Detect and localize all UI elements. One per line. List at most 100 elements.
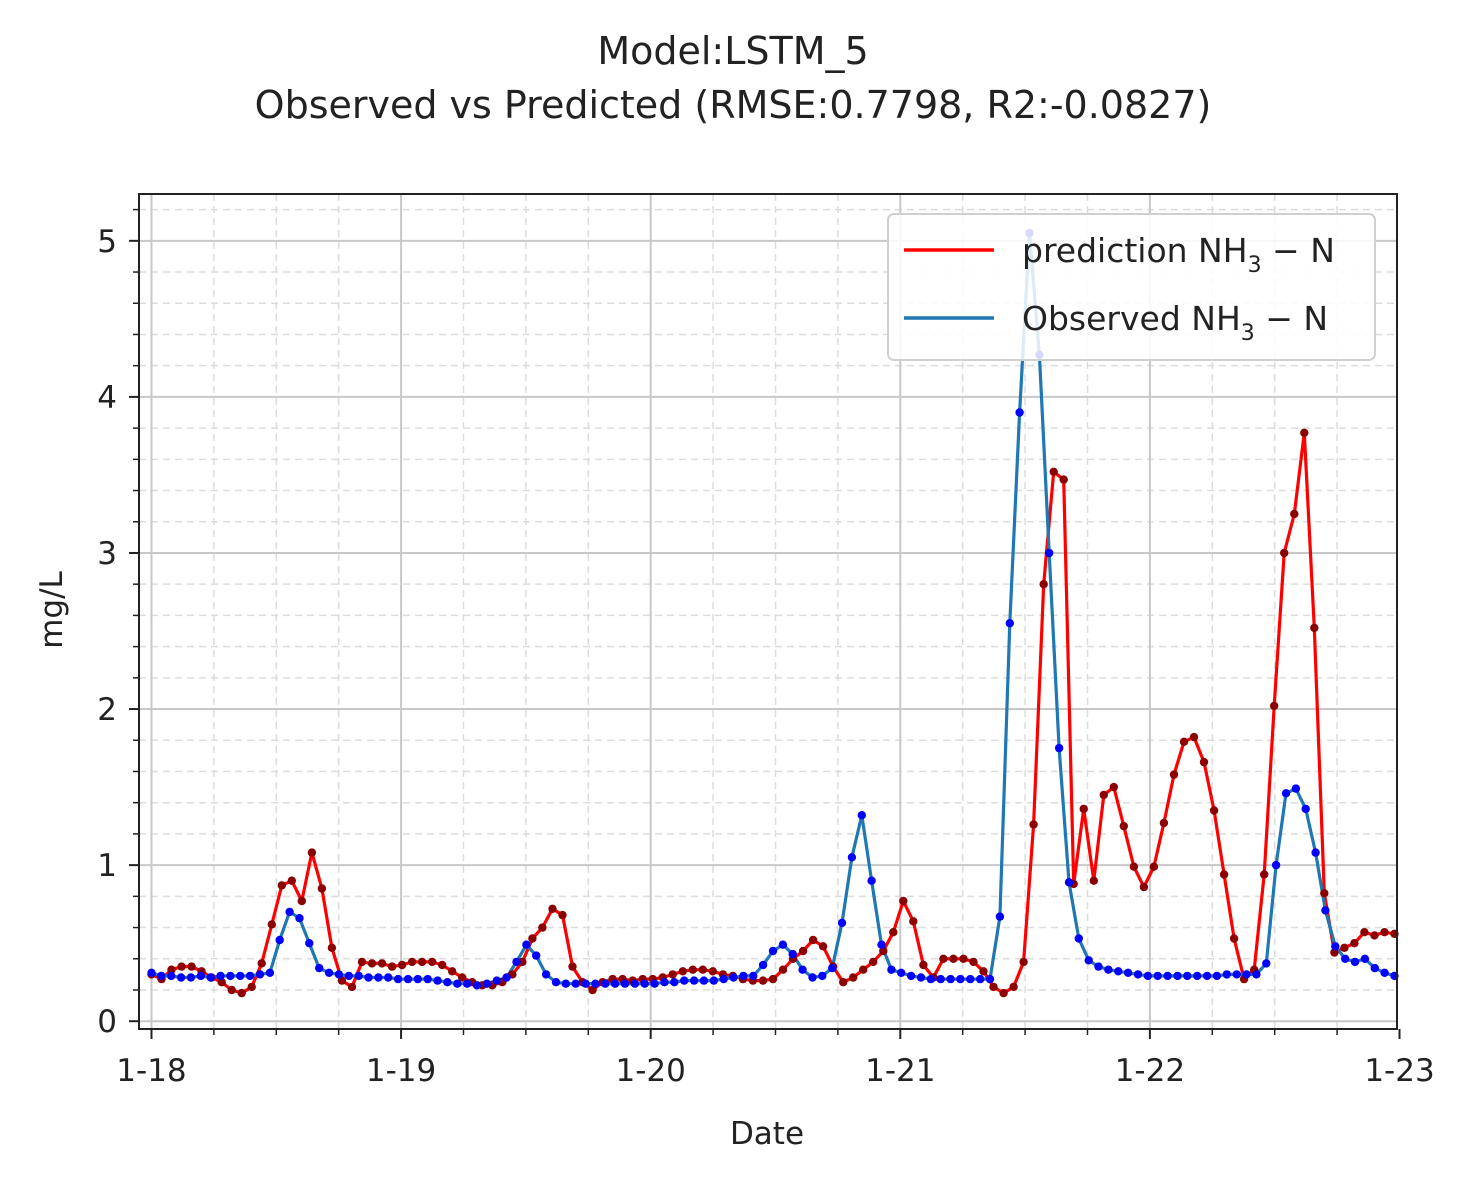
data-point-observed: [196, 971, 205, 981]
grid: [139, 194, 1397, 1029]
data-point-observed: [285, 907, 294, 917]
data-point-prediction: [1300, 428, 1309, 437]
data-point-observed: [808, 973, 817, 982]
data-point-prediction: [818, 942, 828, 951]
data-point-observed: [1005, 619, 1014, 628]
data-point-prediction: [1199, 757, 1209, 767]
data-point-prediction: [1219, 870, 1229, 879]
y-tick-label: 0: [97, 1004, 117, 1040]
data-point-observed: [1104, 965, 1113, 974]
data-point-prediction: [1330, 948, 1339, 957]
data-point-prediction: [909, 917, 918, 926]
data-point-observed: [966, 974, 975, 984]
data-point-prediction: [287, 876, 296, 885]
x-tick-label: 1-20: [616, 1053, 686, 1089]
data-point-prediction: [237, 988, 246, 998]
data-point-observed: [502, 973, 511, 982]
legend-label-observed: Observed NH3 − N: [1022, 299, 1328, 346]
data-point-prediction: [177, 962, 186, 971]
data-point-observed: [206, 973, 215, 982]
data-point-observed: [699, 976, 709, 985]
data-point-observed: [926, 974, 935, 984]
data-point-observed: [897, 968, 906, 977]
data-point-prediction: [267, 920, 276, 929]
data-point-observed: [354, 971, 363, 981]
data-point-prediction: [1099, 790, 1109, 800]
data-point-prediction: [1039, 580, 1048, 589]
data-point-observed: [1360, 954, 1370, 963]
data-point-prediction: [1149, 862, 1159, 871]
data-point-prediction: [1260, 870, 1269, 879]
data-point-prediction: [899, 896, 908, 906]
data-point-observed: [956, 974, 965, 984]
data-point-prediction: [297, 896, 306, 906]
data-point-observed: [1173, 971, 1182, 981]
data-point-observed: [818, 971, 827, 981]
data-point-prediction: [999, 988, 1008, 998]
data-point-observed: [443, 978, 452, 987]
data-point-observed: [1281, 789, 1291, 798]
y-tick-label: 2: [97, 692, 117, 728]
data-point-observed: [561, 979, 570, 988]
data-point-prediction: [588, 985, 597, 995]
data-point-observed: [167, 971, 176, 981]
data-point-observed: [245, 971, 255, 981]
data-point-observed: [1202, 971, 1212, 981]
data-point-prediction: [387, 962, 397, 971]
data-point-observed: [1242, 970, 1251, 979]
data-point-prediction: [397, 960, 407, 970]
data-point-prediction: [167, 965, 176, 974]
data-point-observed: [719, 974, 728, 984]
data-point-prediction: [698, 965, 707, 974]
data-point-observed: [157, 971, 166, 981]
data-point-prediction: [1139, 882, 1149, 892]
data-point-observed: [1054, 743, 1064, 753]
data-point-prediction: [407, 957, 417, 967]
data-point-prediction: [548, 904, 557, 913]
data-point-observed: [541, 970, 551, 979]
data-point-prediction: [307, 848, 317, 857]
data-point-prediction: [1229, 934, 1239, 943]
data-point-prediction: [217, 978, 226, 987]
data-point-prediction: [518, 957, 527, 967]
data-point-observed: [364, 973, 373, 982]
legend-label-prediction: prediction NH3 − N: [1022, 231, 1335, 278]
data-point-prediction: [1380, 928, 1389, 937]
plot-frame: [138, 193, 1398, 1030]
data-point-observed: [1064, 878, 1074, 887]
data-point-observed: [176, 973, 186, 982]
data-point-observed: [1094, 962, 1103, 971]
data-point-prediction: [1009, 982, 1018, 992]
data-point-prediction: [1189, 732, 1199, 742]
data-point-observed: [295, 914, 304, 923]
data-point-observed: [1252, 970, 1261, 979]
data-point-observed: [1153, 971, 1162, 981]
data-point-observed: [423, 974, 432, 984]
data-point-prediction: [678, 967, 687, 976]
data-point-prediction: [417, 957, 427, 967]
data-point-prediction: [257, 959, 266, 968]
data-point-observed: [758, 960, 768, 970]
data-point-observed: [1370, 963, 1380, 973]
data-point-observed: [551, 978, 561, 987]
data-point-prediction: [1129, 862, 1139, 871]
data-point-observed: [581, 979, 590, 988]
data-point-prediction: [227, 985, 236, 995]
data-point-observed: [1291, 784, 1301, 793]
data-point-prediction: [458, 973, 467, 982]
data-point-observed: [749, 971, 758, 981]
data-point-observed: [344, 971, 353, 981]
data-point-prediction: [688, 965, 697, 974]
data-point-prediction: [768, 974, 778, 984]
x-tick-label: 1-23: [1364, 1053, 1434, 1089]
y-tick-label: 1: [97, 848, 117, 884]
data-point-observed: [620, 979, 630, 988]
data-point-observed: [324, 968, 334, 977]
data-point-prediction: [538, 923, 547, 932]
x-tick-label: 1-22: [1115, 1053, 1185, 1089]
axes-ticks: 1-18 1-19 1-20 1-21 1-22 1-23 0 1 2 3 4 5: [97, 208, 1435, 1089]
data-point-observed: [1084, 956, 1093, 965]
data-point-observed: [788, 949, 797, 959]
